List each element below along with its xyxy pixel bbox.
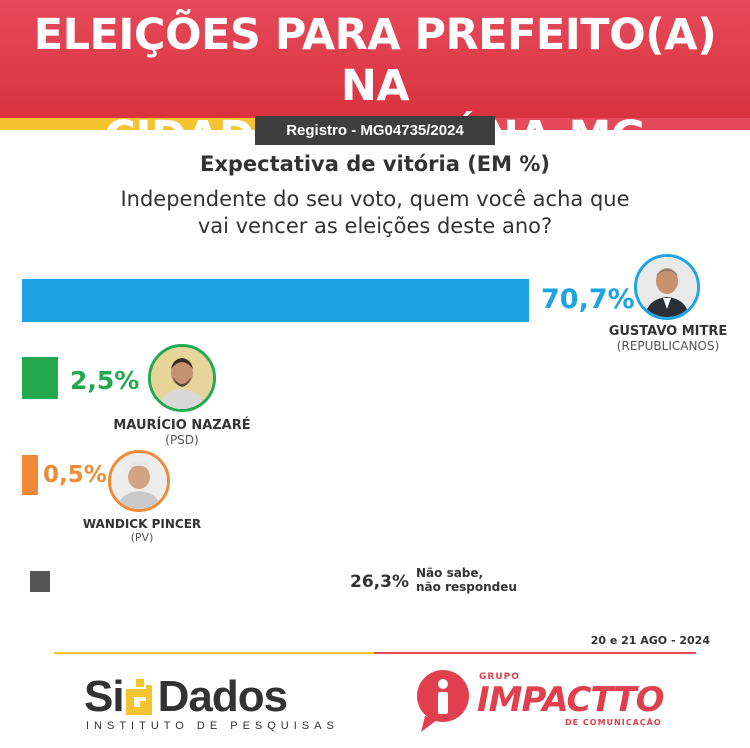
avatar-gustavo-mitre [634, 254, 700, 320]
party-gustavo-mitre: (REPUBLICANOS) [616, 339, 720, 353]
question-line-2: vai vencer as eleições deste ano? [197, 214, 553, 238]
footer-divider-right [374, 652, 696, 654]
bar-gustavo-mitre [22, 279, 529, 322]
imp-sub-text: DE COMUNICAÇÃO [565, 718, 662, 727]
label-nao-sabe: 26,3% [350, 572, 409, 592]
person-icon [151, 347, 213, 409]
name-gustavo-mitre: GUSTAVO MITRE [608, 324, 728, 339]
avatar-wandick-pincer [108, 450, 170, 512]
bar-nao-sabe [30, 571, 50, 592]
name-wandick-pincer: WANDICK PINCER [82, 517, 202, 531]
imp-name-text: IMPACTTO [477, 680, 665, 720]
footer-divider-left [54, 652, 374, 654]
header-banner [0, 0, 750, 118]
avatar-mauricio-nazare [148, 344, 216, 412]
question-line-1: Independente do seu voto, quem você acha… [120, 187, 630, 211]
sig-name-b: Dados [157, 672, 288, 721]
imp-top-text: GRUPO [479, 672, 520, 682]
sig-subtitle: INSTITUTO DE PESQUISAS [86, 720, 339, 732]
registro-badge: Registro - MG04735/2024 [255, 116, 495, 145]
name-mauricio-nazare: MAURÍCIO NAZARÉ [113, 418, 251, 433]
nao-sabe-line-1: Não sabe, [416, 566, 484, 580]
title-line-1: ELEIÇÕES PARA PREFEITO(A) NA [33, 10, 717, 111]
party-mauricio-nazare: (PSD) [165, 433, 199, 447]
chart-subtitle: Expectativa de vitória (EM %) [200, 152, 550, 176]
sig-name-a: Si [84, 672, 125, 721]
label-wandick-pincer: 0,5% [43, 462, 107, 488]
category-nao-sabe: Não sabe, não respondeu [416, 566, 517, 594]
person-icon [637, 257, 697, 317]
party-wandick-pincer: (PV) [130, 531, 154, 544]
impactto-logo: GRUPO IMPACTTO DE COMUNICAÇÃO [415, 666, 675, 736]
impactto-speech-icon [417, 670, 469, 732]
label-gustavo-mitre: 70,7% [541, 284, 635, 315]
page-title: ELEIÇÕES PARA PREFEITO(A) NA CIDADE DE I… [0, 10, 750, 163]
label-mauricio-nazare: 2,5% [70, 366, 140, 395]
survey-date: 20 e 21 AGO - 2024 [590, 634, 710, 647]
survey-question: Independente do seu voto, quem você acha… [90, 186, 660, 240]
sig-square-icon [125, 679, 152, 715]
bar-wandick-pincer [22, 455, 38, 495]
nao-sabe-line-2: não respondeu [416, 580, 517, 594]
person-icon [111, 453, 167, 509]
bar-mauricio-nazare [22, 357, 58, 399]
